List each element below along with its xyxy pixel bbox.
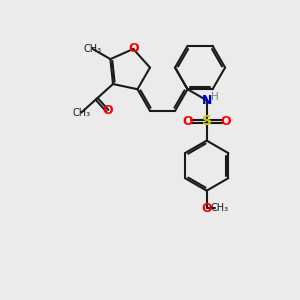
Text: O: O [128, 43, 139, 56]
Text: O: O [102, 104, 113, 117]
Text: O: O [182, 115, 193, 128]
Text: CH₃: CH₃ [72, 108, 90, 118]
Text: N: N [202, 94, 212, 107]
Text: CH₃: CH₃ [211, 203, 229, 213]
Text: H: H [211, 92, 219, 102]
Text: CH₃: CH₃ [83, 44, 102, 54]
Text: O: O [220, 115, 231, 128]
Text: O: O [201, 202, 212, 215]
Text: S: S [202, 115, 212, 128]
